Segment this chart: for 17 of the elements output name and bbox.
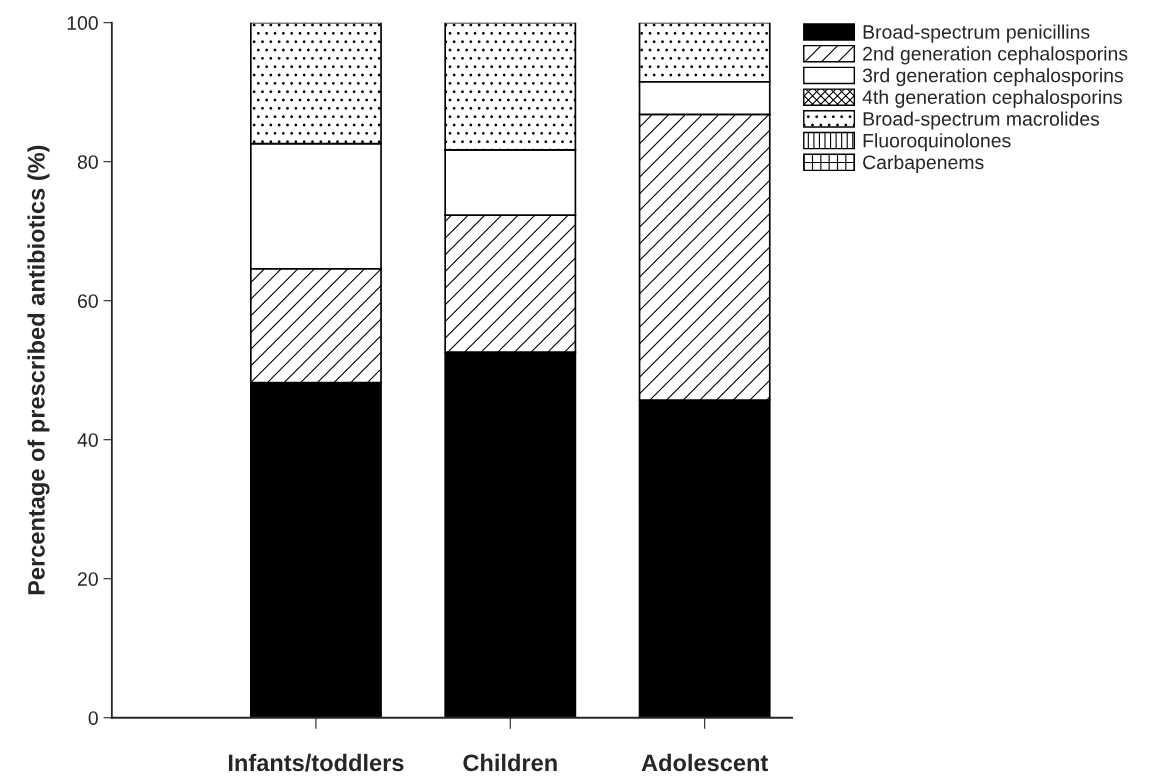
- legend-label: 4th generation cephalosporins: [862, 89, 1122, 108]
- y-tick-label: 20: [78, 572, 98, 586]
- legend-label: Broad-spectrum macrolides: [863, 111, 1100, 130]
- legend-label: Carbapenems: [863, 154, 984, 174]
- legend-label: 3rd generation cephalosporins: [862, 68, 1124, 87]
- y-tick-label: 0: [88, 711, 98, 725]
- x-tick-label: Infants/toddlers: [228, 753, 404, 772]
- y-tick-label: 40: [77, 433, 98, 447]
- y-tick-label: 100: [67, 16, 98, 30]
- y-axis-title: Percentage of prescribed antibiotics (%): [27, 145, 50, 595]
- x-tick-label: Children: [463, 753, 557, 772]
- y-tick-label: 60: [78, 294, 98, 308]
- x-tick-label: Adolescent: [641, 753, 768, 772]
- legend-label: Fluoroquinolones: [863, 133, 1011, 152]
- y-tick-label: 80: [77, 155, 98, 169]
- legend-label: Broad-spectrum penicillins: [863, 24, 1090, 43]
- legend-label: 2nd generation cephalosporins: [863, 46, 1128, 65]
